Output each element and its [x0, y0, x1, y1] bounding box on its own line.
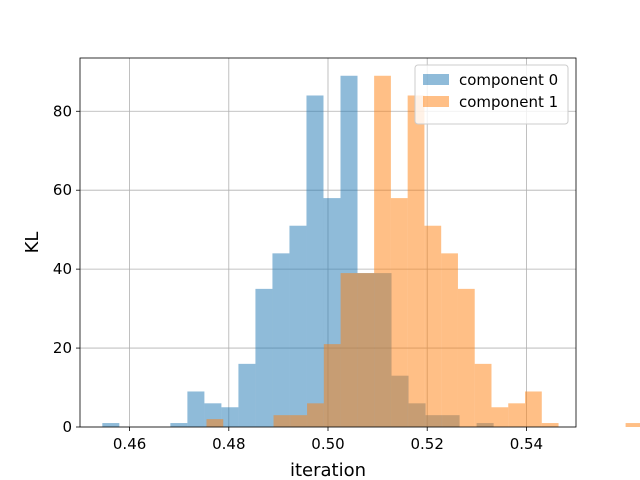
x-tick-label: 0.52	[410, 435, 443, 453]
y-tick-label: 60	[53, 181, 72, 199]
x-axis-label: iteration	[290, 460, 366, 480]
x-axis-ticks: 0.46 0.48 0.50 0.52 0.54	[113, 427, 543, 453]
bar	[491, 407, 509, 427]
bar	[457, 288, 475, 427]
bar	[474, 363, 492, 427]
bar	[272, 253, 290, 427]
y-tick-label: 80	[53, 102, 72, 120]
bar	[307, 403, 324, 427]
bar	[374, 75, 391, 427]
bar	[289, 225, 307, 427]
bar	[508, 403, 526, 427]
bar	[541, 423, 559, 427]
bar	[290, 415, 308, 427]
legend: component 0 component 1	[414, 64, 569, 125]
bar	[525, 391, 542, 427]
bar	[170, 423, 188, 427]
bar	[221, 407, 239, 427]
legend-swatch	[423, 74, 449, 85]
y-tick-label: 0	[62, 418, 72, 436]
bar	[273, 415, 291, 427]
y-tick-label: 40	[53, 260, 72, 278]
y-axis-label: KL	[22, 232, 43, 254]
bar	[441, 253, 458, 427]
legend-label: component 1	[459, 93, 558, 111]
bar	[390, 198, 408, 427]
legend-swatch	[423, 96, 449, 107]
bar	[323, 344, 341, 427]
bar	[340, 273, 358, 427]
x-tick-label: 0.46	[113, 435, 146, 453]
y-tick-label: 20	[53, 339, 72, 357]
bar	[187, 391, 205, 427]
bar	[238, 363, 256, 427]
bar	[357, 273, 375, 427]
x-tick-label: 0.48	[212, 435, 245, 453]
x-tick-label: 0.54	[510, 435, 543, 453]
bar	[424, 225, 442, 427]
legend-box	[414, 64, 569, 125]
bar	[102, 423, 120, 427]
x-tick-label: 0.50	[311, 435, 344, 453]
bar	[206, 419, 224, 427]
series-1-bars	[206, 75, 640, 428]
bar	[306, 95, 324, 428]
legend-label: component 0	[459, 71, 558, 89]
histogram-bars	[102, 75, 640, 428]
bar	[407, 95, 425, 428]
bar	[255, 288, 273, 427]
bar	[625, 423, 640, 427]
y-axis-ticks: 0 20 40 60 80	[53, 102, 80, 436]
